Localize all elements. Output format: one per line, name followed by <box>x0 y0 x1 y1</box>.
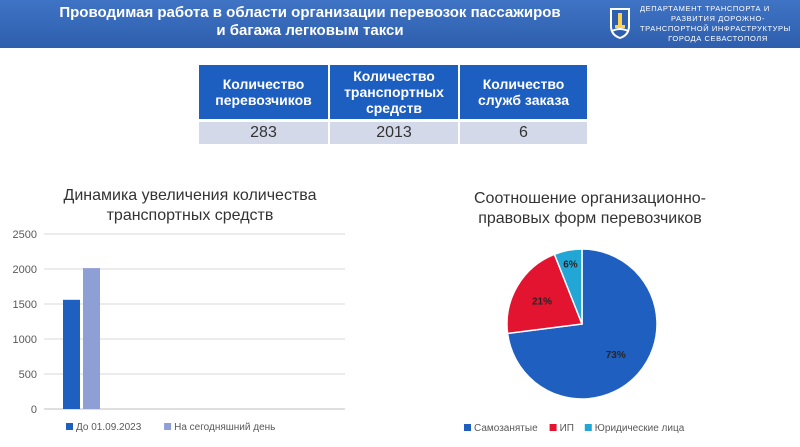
carriers-count-value: 283 <box>199 120 330 144</box>
page-title-line-2: и багажа легковым такси <box>216 22 404 39</box>
bar-current-day <box>83 268 100 409</box>
page-title-line-1: Проводимая работа в области организации … <box>59 4 561 21</box>
stats-table-values-row: 283 2013 6 <box>199 120 587 144</box>
legend-label: Юридические лица <box>595 423 685 434</box>
legend-label: На сегодняшний день <box>174 422 275 433</box>
pie-slice-label: 21% <box>532 296 552 307</box>
pie-slice <box>506 253 584 335</box>
pie-slice-label: 73% <box>606 350 626 361</box>
dispatch-services-count-value: 6 <box>459 120 587 144</box>
pie-chart-title-line-2: правовых форм перевозчиков <box>478 210 702 227</box>
bar-chart-title-line-1: Динамика увеличения количества <box>63 187 317 204</box>
department-line-2: развития дорожно- <box>670 14 766 23</box>
legend-swatch <box>464 424 471 431</box>
y-tick-label: 2500 <box>13 229 37 241</box>
pie-chart-title: Соотношение организационно- правовых фор… <box>430 189 750 229</box>
pie-slice <box>553 248 583 325</box>
sevastopol-coat-of-arms-logo <box>610 8 630 39</box>
legend-swatch <box>66 423 73 430</box>
legend-label: Самозанятые <box>474 423 538 434</box>
department-line-1: Департамент транспорта и <box>640 4 770 13</box>
header-banner: Проводимая работа в области организации … <box>0 0 800 48</box>
header-text: Количество <box>482 75 565 92</box>
bar-before-2023-09-01 <box>63 299 80 409</box>
y-tick-label: 2000 <box>13 264 37 276</box>
pie-slice-label: 6% <box>563 260 578 271</box>
legend-swatch <box>164 423 172 430</box>
legend-label: ИП <box>560 423 574 434</box>
header-text: средств <box>365 99 423 116</box>
vehicles-count-value: 2013 <box>329 120 460 144</box>
department-line-3: транспортной инфраструктуры <box>640 24 791 33</box>
legend-swatch <box>584 424 592 431</box>
bar-chart-title-line-2: транспортных средств <box>106 207 274 224</box>
bar-chart-title: Динамика увеличения количества транспорт… <box>30 186 350 226</box>
header-text: транспортных <box>344 83 444 100</box>
legal-forms-pie-chart: 73% 21% 6% Самозанятые ИП Юридические лица <box>464 248 685 434</box>
department-line-4: города Севастополя <box>668 34 768 43</box>
header-text: перевозчиков <box>215 91 312 108</box>
header-text: служб заказа <box>478 91 569 108</box>
stats-table: Количество перевозчиков Количество транс… <box>199 65 587 144</box>
y-tick-label: 0 <box>31 404 37 416</box>
pie-chart-title-line-1: Соотношение организационно- <box>474 190 706 207</box>
header-text: Количество <box>222 75 305 92</box>
vehicles-bar-chart: 0 500 1000 1500 2000 2500 До 01.09.2023 На сего… <box>13 229 345 433</box>
y-tick-label: 1500 <box>13 299 37 311</box>
stats-table-header-row: Количество перевозчиков Количество транс… <box>199 65 587 122</box>
page-title: Проводимая работа в области организации … <box>40 4 580 40</box>
legend-label: До 01.09.2023 <box>76 422 142 433</box>
header-dispatch-services-count: Количество служб заказа <box>459 65 587 122</box>
header-text: Количество <box>353 67 435 84</box>
y-tick-label: 500 <box>19 369 37 381</box>
header-carriers-count: Количество перевозчиков <box>199 65 330 122</box>
department-name: Департамент транспорта и развития дорожн… <box>640 4 796 44</box>
legend-swatch <box>549 424 557 431</box>
y-tick-label: 1000 <box>13 334 37 346</box>
header-vehicles-count: Количество транспортных средств <box>329 65 460 122</box>
